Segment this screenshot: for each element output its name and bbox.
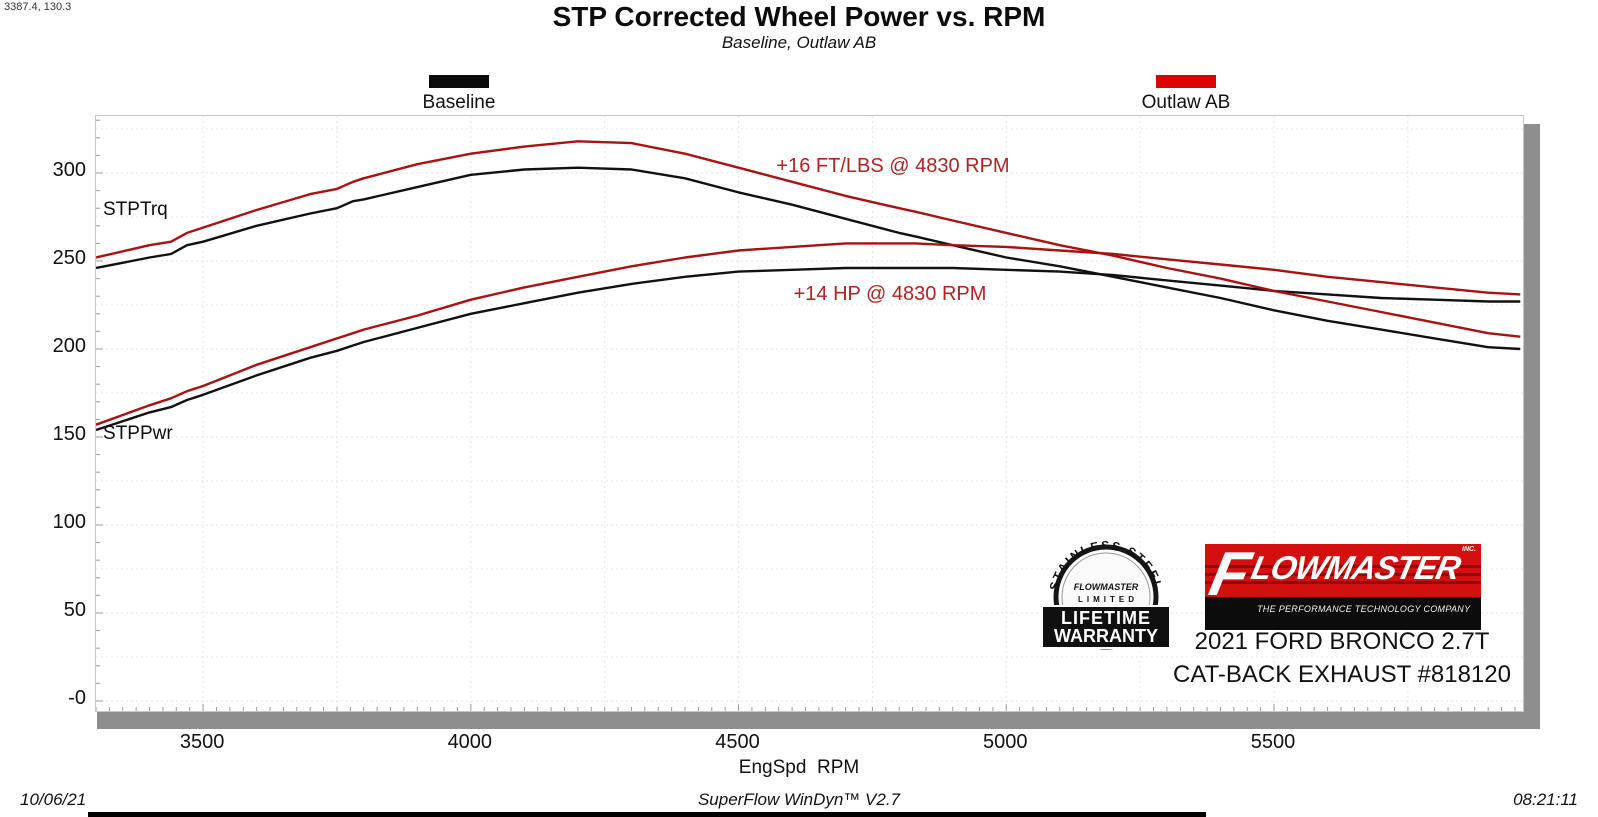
badge-lifetime-text: LIFETIME bbox=[1061, 608, 1151, 628]
y-tick-label: 50 bbox=[63, 598, 86, 621]
chart-shadow-right bbox=[1524, 124, 1540, 729]
footer-time: 08:21:11 bbox=[1513, 790, 1578, 809]
vehicle-line-2: CAT-BACK EXHAUST #818120 bbox=[1173, 661, 1511, 688]
logo-stripe bbox=[1205, 565, 1481, 568]
curve-stptrq-outlaw bbox=[96, 140, 1521, 338]
logo-wordmark: LOWMASTER bbox=[1248, 549, 1464, 586]
x-tick-label: 5500 bbox=[1250, 731, 1296, 753]
badge-limited-text: LIMITED bbox=[1078, 595, 1138, 604]
x-tick-label: 4500 bbox=[715, 731, 760, 753]
badge-box bbox=[1041, 605, 1171, 649]
vehicle-line-1: 2021 FORD BRONCO 2.7T bbox=[1194, 628, 1490, 655]
x-axis-title: EngSpd RPM bbox=[738, 757, 860, 778]
legend-label-baseline: Baseline bbox=[422, 92, 496, 113]
legend-label-outlaw-ab: Outlaw AB bbox=[1141, 92, 1231, 113]
annotation-power-gain: +14 HP @ 4830 RPM bbox=[793, 283, 987, 305]
curve-stptrq-baseline bbox=[96, 166, 1521, 351]
dyno-curves-svg bbox=[96, 116, 1523, 711]
legend-swatch-outlaw-ab bbox=[1156, 75, 1216, 88]
logo-inc: INC. bbox=[1462, 546, 1476, 553]
flowmaster-logo: F LOWMASTER INC. THE PERFORMANCE TECHNOL… bbox=[1204, 540, 1481, 630]
y-tick-label: 300 bbox=[52, 159, 86, 182]
curve-label-power: STPPwr bbox=[103, 423, 173, 444]
curve-stppwr-outlaw bbox=[96, 242, 1521, 426]
warranty-badge-svg: STAINLESS STEEL FLOWMASTER LIMITED LIFET… bbox=[1041, 538, 1171, 650]
chart-shadow-bottom bbox=[97, 712, 1540, 729]
page-subtitle: Baseline, Outlaw AB bbox=[721, 33, 877, 52]
lifetime-warranty-badge: STAINLESS STEEL FLOWMASTER LIMITED LIFET… bbox=[1040, 538, 1172, 655]
logo-stripe bbox=[1205, 581, 1481, 584]
y-tick-label: 150 bbox=[52, 422, 86, 445]
y-tick-label: 250 bbox=[52, 247, 86, 269]
footer-software: SuperFlow WinDyn™ V2.7 bbox=[697, 790, 901, 809]
y-tick-label: 100 bbox=[52, 510, 86, 533]
x-tick-label: 5000 bbox=[983, 731, 1028, 753]
bottom-black-bar bbox=[88, 812, 1206, 817]
logo-tagline: THE PERFORMANCE TECHNOLOGY COMPANY bbox=[1257, 604, 1471, 614]
logo-black-band bbox=[1205, 597, 1481, 630]
y-tick-label: -0 bbox=[68, 686, 86, 709]
logo-red-band bbox=[1205, 544, 1481, 597]
footer-date: 10/06/21 bbox=[20, 790, 87, 809]
badge-warranty-text: WARRANTY bbox=[1054, 626, 1158, 646]
curve-label-torque: STPTrq bbox=[103, 199, 168, 220]
curve-stppwr-baseline bbox=[96, 266, 1521, 432]
y-tick-label: 200 bbox=[52, 335, 86, 357]
x-tick-label: 4000 bbox=[447, 731, 493, 753]
badge-brand-text: FLOWMASTER bbox=[1074, 582, 1139, 592]
cursor-coordinate-readout: 3387.4, 130.3 bbox=[4, 1, 72, 13]
x-tick-label: 3500 bbox=[179, 731, 225, 753]
legend-swatch-baseline bbox=[429, 75, 489, 88]
logo-stripe bbox=[1205, 573, 1481, 576]
page-title: STP Corrected Wheel Power vs. RPM bbox=[552, 1, 1046, 32]
annotation-torque-gain: +16 FT/LBS @ 4830 RPM bbox=[776, 155, 1010, 177]
